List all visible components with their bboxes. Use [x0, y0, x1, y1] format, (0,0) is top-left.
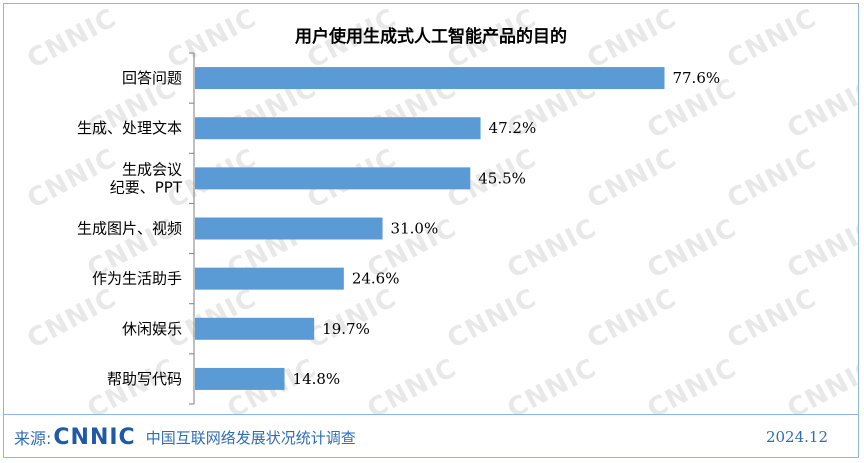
- bar: [195, 267, 344, 290]
- bar: [195, 367, 285, 390]
- chart-frame: CNNIC CNNIC CNNIC CNNIC CNNIC CNNIC CNNIC CNNIC…: [3, 3, 859, 458]
- bar: [195, 67, 665, 90]
- value-label: 47.2%: [489, 119, 537, 137]
- value-label: 19.7%: [322, 320, 370, 338]
- bar: [195, 317, 315, 340]
- source-label: 来源:: [14, 429, 52, 448]
- value-label: 77.6%: [672, 69, 720, 87]
- footer-divider: [4, 414, 858, 415]
- category-label: 生成图片、视频: [77, 220, 182, 238]
- value-label: 31.0%: [391, 220, 439, 238]
- value-label: 14.8%: [293, 370, 341, 388]
- category-label: 生成会议纪要、PPT: [110, 160, 183, 196]
- bar: [195, 167, 471, 190]
- date-label: 2024.12: [765, 428, 828, 446]
- value-label: 45.5%: [478, 169, 526, 187]
- source-name: 中国互联网络发展状况统计调查: [145, 428, 356, 447]
- category-label: 回答问题: [122, 69, 182, 87]
- category-label: 休闲娱乐: [122, 320, 182, 338]
- cnnic-logo: CNNIC: [53, 424, 136, 450]
- category-label: 生成、处理文本: [77, 119, 182, 137]
- bar: [195, 217, 383, 240]
- chart-title: 用户使用生成式人工智能产品的目的: [295, 27, 567, 47]
- bar-chart: 77.6% 回答问题 47.2% 生成、处理文本 45.5% 生成会议纪要、PPT 31.0…: [77, 52, 720, 405]
- bar: [195, 117, 481, 140]
- category-label: 帮助写代码: [107, 370, 182, 388]
- category-label: 作为生活助手: [92, 270, 182, 288]
- footer: 来源: CNNIC 中国互联网络发展状况统计调查 2024.12: [14, 422, 828, 452]
- value-label: 24.6%: [352, 270, 400, 288]
